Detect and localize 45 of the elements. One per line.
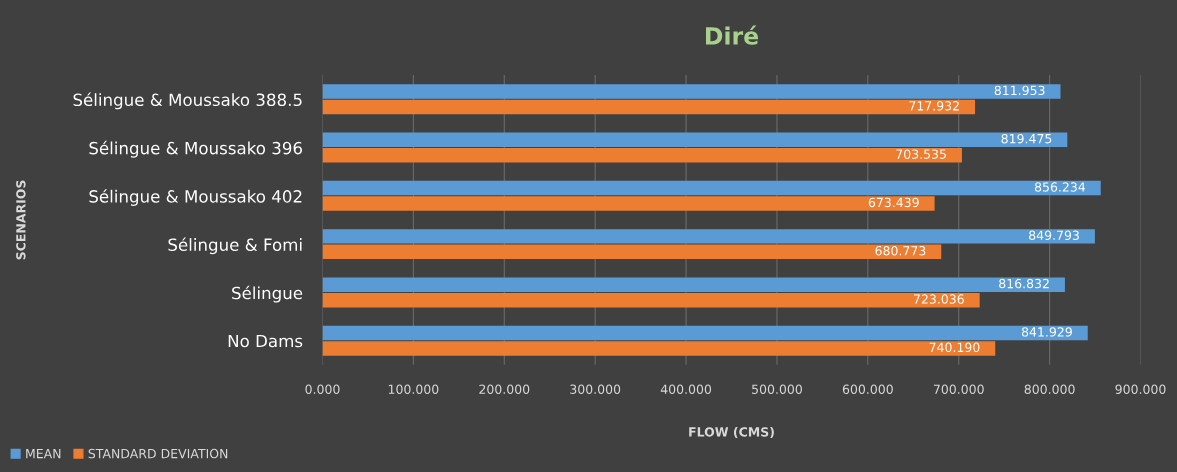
y-tick-label: Sélingue & Moussako 388.5	[73, 92, 302, 110]
data-label: 680.773	[875, 246, 926, 256]
x-tick-label: 300.000	[570, 384, 621, 394]
legend-label: STANDARD DEVIATION	[88, 448, 228, 459]
data-label: 723.036	[914, 294, 964, 304]
x-tick-label: 600.000	[842, 384, 893, 394]
data-label: 816.832	[999, 278, 1049, 289]
chart-title: Diré	[706, 25, 759, 45]
x-tick-label: 0.000	[305, 384, 340, 394]
data-label: 856.234	[1034, 182, 1086, 192]
bar	[322, 229, 1095, 244]
data-label: 841.929	[1021, 327, 1072, 337]
x-tick-label: 900.000	[1115, 384, 1166, 394]
data-label: 811.953	[994, 85, 1045, 96]
x-tick-label: 400.000	[660, 384, 712, 394]
x-axis-title: FLOW (CMS)	[689, 426, 774, 439]
y-tick-label: Sélingue & Moussako 396	[89, 140, 302, 158]
bar	[322, 292, 980, 308]
bar	[322, 277, 1065, 292]
x-tick-label: 500.000	[752, 384, 802, 394]
data-label: 740.190	[929, 342, 980, 353]
bar	[322, 325, 1088, 341]
bar	[322, 84, 1061, 99]
y-tick-label: Sélingue	[232, 285, 303, 303]
data-label: 703.535	[896, 149, 946, 159]
x-tick-label: 100.000	[388, 384, 439, 394]
data-label: 673.439	[868, 197, 919, 208]
bar	[322, 244, 942, 260]
y-tick-label: No Dams	[228, 334, 303, 348]
data-label: 849.793	[1029, 230, 1079, 240]
bar	[322, 132, 1068, 148]
x-tick-label: 700.000	[933, 384, 984, 394]
x-tick-label: 800.000	[1024, 384, 1075, 394]
y-axis-title: SCENARIOS	[16, 180, 26, 260]
legend-label: MEAN	[26, 449, 61, 459]
bar	[322, 180, 1101, 196]
data-label: 717.932	[909, 101, 959, 111]
bar	[322, 196, 935, 211]
y-tick-label: Sélingue & Fomi	[168, 237, 302, 255]
y-tick-label: Sélingue & Moussako 402	[89, 189, 302, 206]
x-tick-label: 200.000	[479, 384, 530, 394]
data-label: 819.475	[1001, 133, 1052, 144]
bar	[322, 147, 962, 163]
bar	[322, 341, 996, 356]
bar	[322, 99, 976, 115]
